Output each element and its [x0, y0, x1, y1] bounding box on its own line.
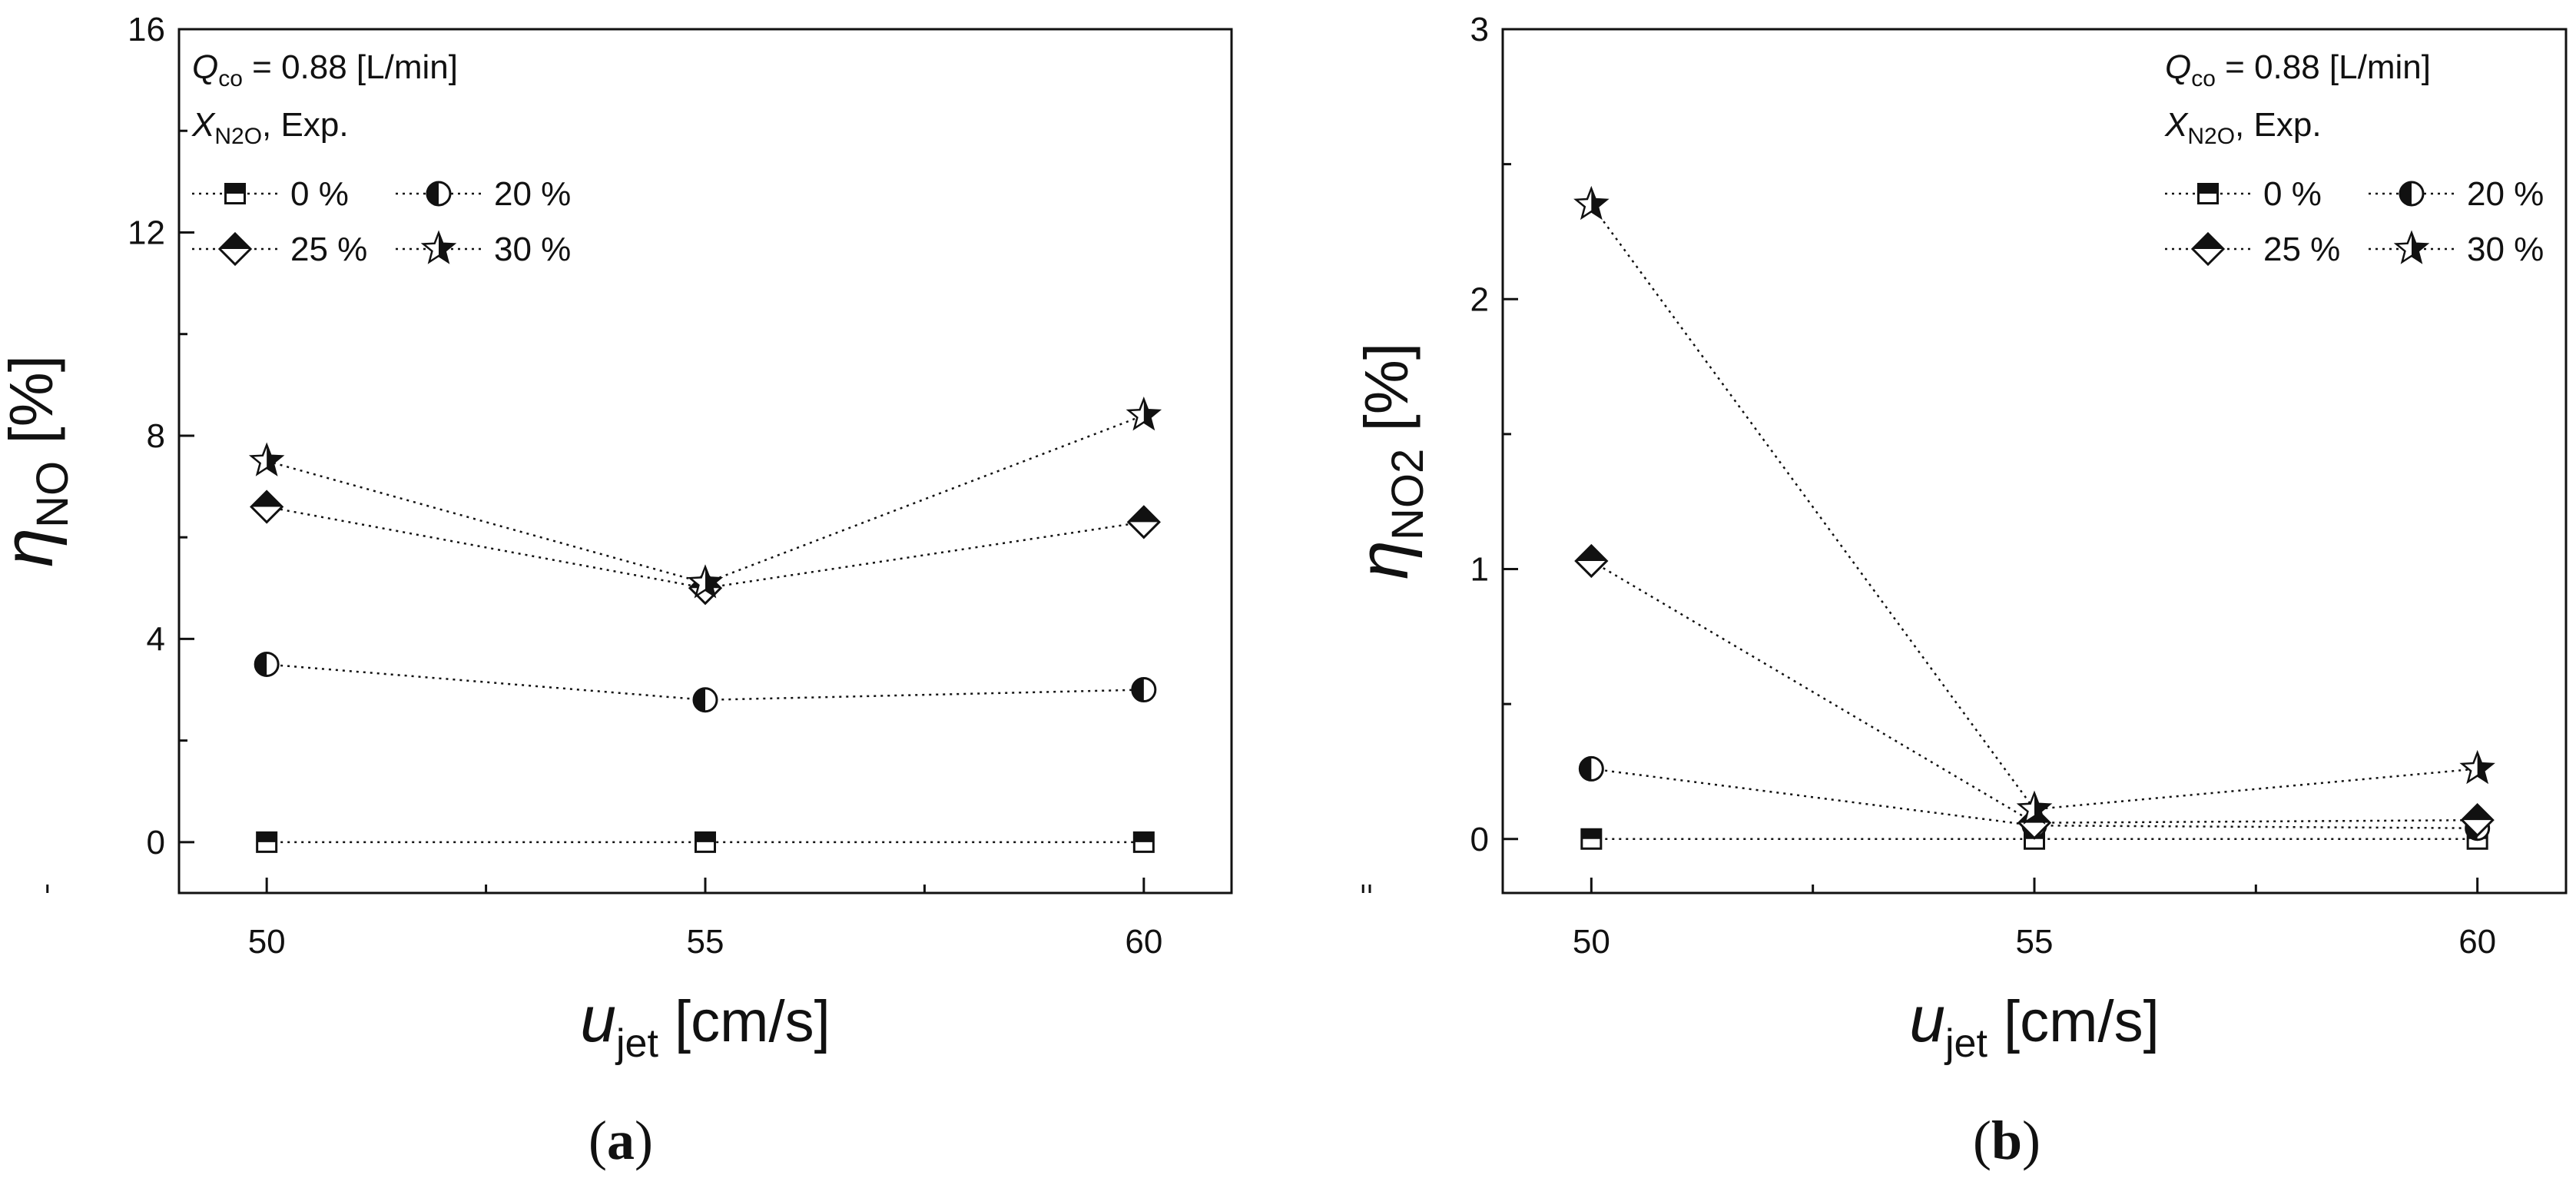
legend-marker-circle — [2399, 181, 2425, 207]
x-tick-label: 60 — [2458, 923, 2496, 961]
legend-marker-star — [420, 230, 457, 264]
y-tick-label: 8 — [147, 417, 165, 455]
legend-entry-2: 25 % — [2165, 231, 2340, 268]
plot-frame — [1501, 28, 2568, 895]
data-point-circle — [254, 651, 280, 677]
legend-entry-0: 0 % — [192, 175, 349, 213]
data-point-square — [256, 831, 278, 853]
series-3 — [1573, 185, 2495, 825]
chart-panel-a: 0 4 8 12 16 50 55 60 Qco = 0.88 [L/min] XN2O, Exp… — [0, 11, 1364, 1171]
legend-entry-2: 25 % — [192, 231, 367, 268]
legend-flow-label: Qco = 0.88 [L/min] — [192, 48, 458, 91]
legend-group-label: XN2O, Exp. — [191, 106, 349, 149]
series-1 — [254, 651, 1157, 713]
series-line — [267, 663, 1144, 702]
legend: Qco = 0.88 [L/min] XN2O, Exp. 0 % 20 % 25 % 3… — [191, 48, 571, 268]
legend-group-label: XN2O, Exp. — [2164, 106, 2322, 149]
legend-label: 25 % — [2263, 231, 2340, 268]
legend-marker-diamond — [217, 231, 253, 267]
legend-marker-circle — [426, 181, 452, 207]
data-point-circle — [1131, 677, 1157, 703]
data-point-diamond — [1574, 543, 1609, 579]
legend-entry-0: 0 % — [2165, 175, 2322, 213]
data-point-star — [1126, 397, 1162, 431]
legend-marker-star — [2393, 230, 2430, 264]
legend-entry-1: 20 % — [396, 175, 571, 213]
panel-caption: (a) — [588, 1110, 653, 1171]
y-tick-label: 4 — [147, 620, 165, 658]
x-tick-label: 55 — [2016, 923, 2054, 961]
y-tick-label: 0 — [147, 824, 165, 861]
legend-label: 20 % — [494, 175, 571, 213]
y-tick-label: 3 — [1470, 11, 1489, 48]
data-point-square — [1132, 831, 1155, 853]
x-tick-label: 50 — [248, 923, 286, 961]
data-point-square — [695, 831, 716, 853]
x-tick-label: 55 — [687, 923, 724, 961]
legend-marker-square — [2197, 183, 2219, 204]
chart-panel-b: 0 1 2 3 50 55 60 Qco = 0.88 [L/min] XN2O, Exp. 0 … — [1344, 11, 2568, 1171]
series-line — [1590, 559, 2478, 824]
legend-label: 30 % — [2467, 231, 2544, 268]
legend-label: 0 % — [2263, 175, 2322, 213]
data-point-star — [2016, 790, 2053, 825]
legend-label: 25 % — [290, 231, 367, 268]
legend-label: 30 % — [494, 231, 571, 268]
x-tick-label: 50 — [1573, 923, 1610, 961]
x-axis-title: ujet [cm/s] — [580, 983, 830, 1066]
y-tick-label: 16 — [128, 11, 165, 48]
legend: Qco = 0.88 [L/min] XN2O, Exp. 0 % 20 % 25 % 3… — [2164, 48, 2544, 268]
data-point-diamond — [1126, 505, 1161, 539]
y-axis-title: ηNO [%] — [0, 355, 78, 567]
panel-caption: (b) — [1973, 1110, 2041, 1171]
series-0 — [256, 831, 1155, 853]
plot-frame — [177, 28, 1233, 895]
data-point-circle — [692, 687, 718, 713]
legend-marker-square — [224, 183, 246, 204]
series-line — [1591, 768, 2478, 829]
y-tick-label: 2 — [1470, 280, 1489, 318]
x-axis-title: ujet [cm/s] — [1909, 983, 2159, 1066]
legend-entry-3: 30 % — [2369, 230, 2544, 268]
data-point-star — [1573, 185, 1610, 221]
legend-label: 0 % — [290, 175, 349, 213]
data-point-square — [1580, 828, 1603, 850]
y-axis-title: ηNO2 [%] — [1344, 343, 1433, 579]
data-point-star — [2459, 749, 2495, 785]
data-point-circle — [1578, 755, 1604, 782]
legend-marker-diamond — [2190, 231, 2226, 267]
series-line — [1590, 204, 2478, 811]
data-point-diamond — [2460, 803, 2495, 838]
y-tick-label: 1 — [1470, 551, 1489, 589]
legend-label: 20 % — [2467, 175, 2544, 213]
series-line — [266, 506, 1144, 589]
data-point-star — [687, 564, 724, 599]
y-tick-label: 12 — [128, 214, 165, 251]
data-point-star — [248, 442, 285, 476]
x-tick-label: 60 — [1125, 923, 1162, 961]
y-tick-label: 0 — [1470, 821, 1489, 858]
series-line — [266, 414, 1145, 585]
data-point-diamond — [250, 490, 284, 524]
legend-flow-label: Qco = 0.88 [L/min] — [2165, 48, 2431, 91]
legend-entry-3: 30 % — [396, 230, 571, 268]
series-3 — [248, 397, 1162, 599]
legend-entry-1: 20 % — [2369, 175, 2544, 213]
